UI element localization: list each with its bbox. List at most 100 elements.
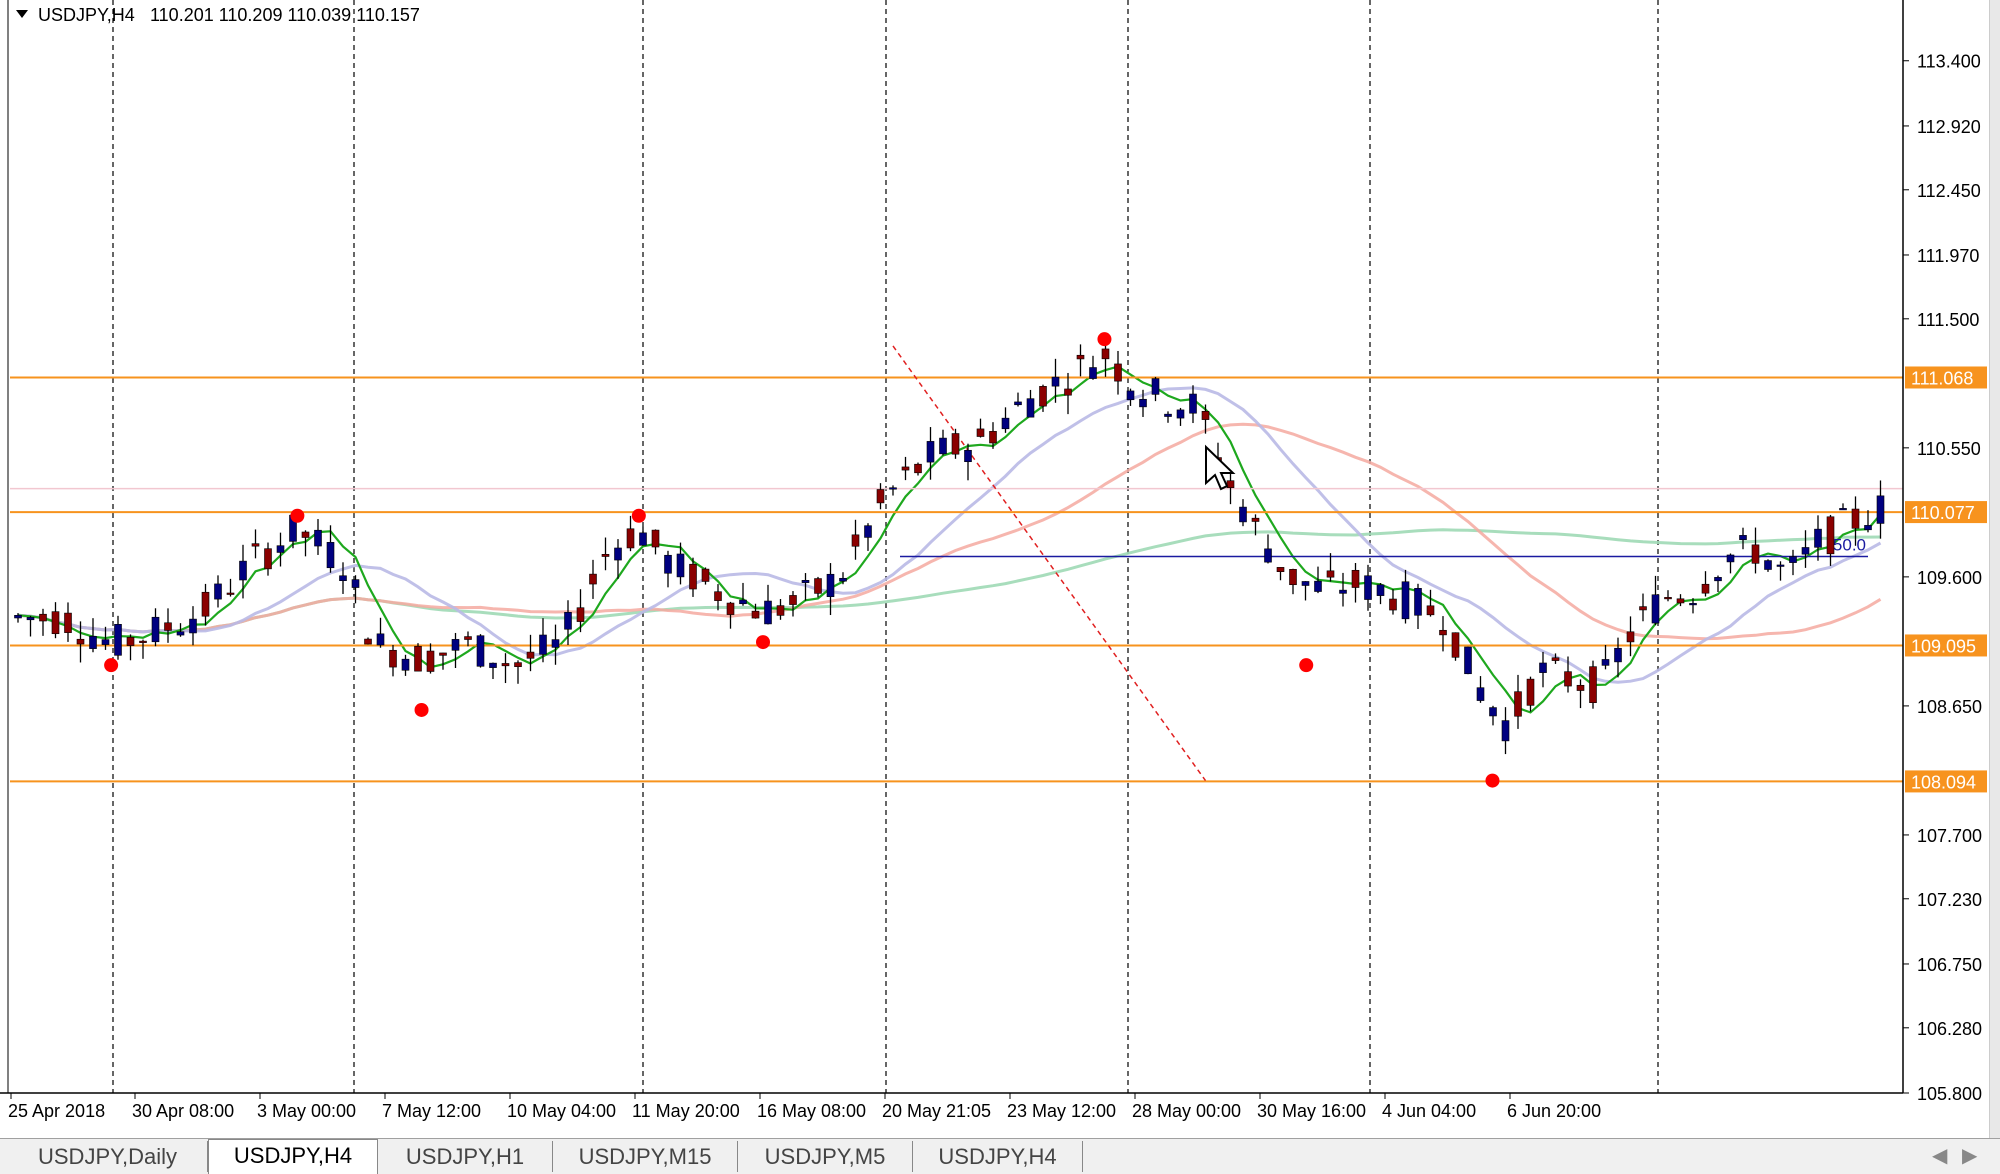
axes: 113.400 112.920 112.450 111.970 111.500 110.5… xyxy=(0,0,1982,1121)
price-tick-label: 112.450 xyxy=(1917,181,1981,201)
candle-body xyxy=(1776,564,1785,567)
time-tick-label: 10 May 04:00 xyxy=(507,1101,616,1121)
candle-body xyxy=(1714,577,1722,582)
candle-body xyxy=(1464,646,1472,675)
ma-fast-green-line xyxy=(17,365,1882,714)
collapse-triangle-icon[interactable] xyxy=(16,10,28,18)
candle-body xyxy=(364,638,372,645)
candle-body xyxy=(1326,570,1335,578)
price-tick-label: 105.800 xyxy=(1917,1084,1982,1104)
candle-body xyxy=(301,531,310,538)
price-tag-level_3 xyxy=(1905,770,1987,793)
candle-body xyxy=(76,638,85,645)
candle-body xyxy=(351,579,360,588)
candle-body xyxy=(214,583,222,600)
candle-body xyxy=(514,662,522,667)
candle-body xyxy=(1376,584,1385,596)
candle-body xyxy=(1614,647,1622,663)
candle-body xyxy=(1414,588,1422,616)
time-tick-label: 30 Apr 08:00 xyxy=(132,1101,234,1121)
tab-usdjpy-h1[interactable]: USDJPY,H1 xyxy=(378,1141,553,1172)
candle-body xyxy=(114,624,122,656)
candle-body xyxy=(1239,506,1247,523)
candle-body xyxy=(314,529,322,547)
candle-body xyxy=(401,658,410,671)
candle-body xyxy=(989,431,997,444)
price-tick-label: 108.650 xyxy=(1917,697,1982,717)
candle-body xyxy=(139,640,147,643)
candle-body xyxy=(51,611,60,635)
swing-point-marker xyxy=(414,702,429,717)
swing-point-marker xyxy=(290,508,305,523)
candle-body xyxy=(501,663,510,667)
candle-body xyxy=(776,605,785,616)
candle-body xyxy=(1001,417,1010,430)
time-tick-label: 7 May 12:00 xyxy=(382,1101,481,1121)
candle-body xyxy=(789,595,797,605)
price-tick-label: 111.970 xyxy=(1917,246,1979,266)
tab-usdjpy-m15[interactable]: USDJPY,M15 xyxy=(553,1141,738,1172)
candle-body xyxy=(1789,556,1797,563)
tab-scroll-right-icon[interactable]: ▶ xyxy=(1962,1145,1978,1167)
moving-averages xyxy=(17,365,1882,714)
vertical-scrollbar[interactable] xyxy=(1989,0,2000,1138)
candle-body xyxy=(39,613,47,622)
price-tag-label: 108.094 xyxy=(1911,772,1976,792)
tab-usdjpy-m5[interactable]: USDJPY,M5 xyxy=(738,1141,913,1172)
candle-body xyxy=(564,612,572,630)
tab-scroll-left-icon[interactable]: ◀ xyxy=(1932,1145,1948,1167)
candle-body xyxy=(1876,495,1885,524)
price-tick-label: 110.550 xyxy=(1917,439,1981,459)
candle-body xyxy=(639,532,647,546)
chart-window[interactable]: 50.0 113.400 112.920 112.450 111.970 111.500… xyxy=(0,0,2000,1138)
candle-body xyxy=(939,437,947,455)
time-tick-label: 28 May 00:00 xyxy=(1132,1101,1241,1121)
tab-usdjpy-h4-second[interactable]: USDJPY,H4 xyxy=(913,1141,1083,1172)
candle-body xyxy=(1814,528,1822,548)
ohlc-values: 110.201 110.209 110.039 110.157 xyxy=(150,5,420,25)
candle-body xyxy=(1676,598,1685,604)
swing-point-marker xyxy=(1485,773,1500,788)
candle-body xyxy=(1126,390,1135,401)
candle-body xyxy=(1064,388,1072,396)
candle-body xyxy=(1664,597,1672,600)
candle-body xyxy=(764,600,772,625)
candle-body xyxy=(1201,410,1210,420)
candle-body xyxy=(1514,691,1522,717)
ma-lavender-line xyxy=(17,386,1882,684)
candle-body xyxy=(1114,363,1122,382)
candle-body xyxy=(426,650,435,672)
candle-body xyxy=(576,607,585,622)
horizontal-levels[interactable]: 50.0 xyxy=(10,345,1903,783)
candle-body xyxy=(726,602,735,615)
candle-body xyxy=(176,631,185,636)
candle-body xyxy=(876,489,885,504)
symbol-name: USDJPY,H4 xyxy=(38,5,135,25)
candle-body xyxy=(714,591,722,601)
candle-body xyxy=(676,553,685,578)
chart-canvas[interactable]: 50.0 113.400 112.920 112.450 111.970 111.500… xyxy=(0,0,2000,1138)
candle-body xyxy=(1151,378,1160,395)
candle-body xyxy=(964,449,972,463)
candle-body xyxy=(1226,480,1235,488)
candle-body xyxy=(864,525,872,538)
candle-body xyxy=(614,547,622,561)
candle-body xyxy=(914,463,922,474)
dashed-trend-line[interactable] xyxy=(892,345,1207,782)
candle-body xyxy=(601,554,610,557)
candle-body xyxy=(189,618,197,634)
candle-body xyxy=(814,578,822,594)
tab-usdjpy-h4[interactable]: USDJPY,H4 xyxy=(208,1139,378,1174)
candle-body xyxy=(1101,348,1110,360)
candle-body xyxy=(264,548,272,570)
candle-body xyxy=(1626,631,1635,643)
candle-body xyxy=(164,622,172,631)
candlesticks xyxy=(14,343,1885,755)
candle-body xyxy=(1651,594,1660,624)
candle-body xyxy=(226,592,235,595)
candle-body xyxy=(414,645,422,672)
price-tick-label: 107.700 xyxy=(1917,826,1982,846)
time-tick-label: 16 May 08:00 xyxy=(757,1101,866,1121)
tab-usdjpy-daily[interactable]: USDJPY,Daily xyxy=(8,1141,208,1172)
candle-body xyxy=(651,529,660,548)
